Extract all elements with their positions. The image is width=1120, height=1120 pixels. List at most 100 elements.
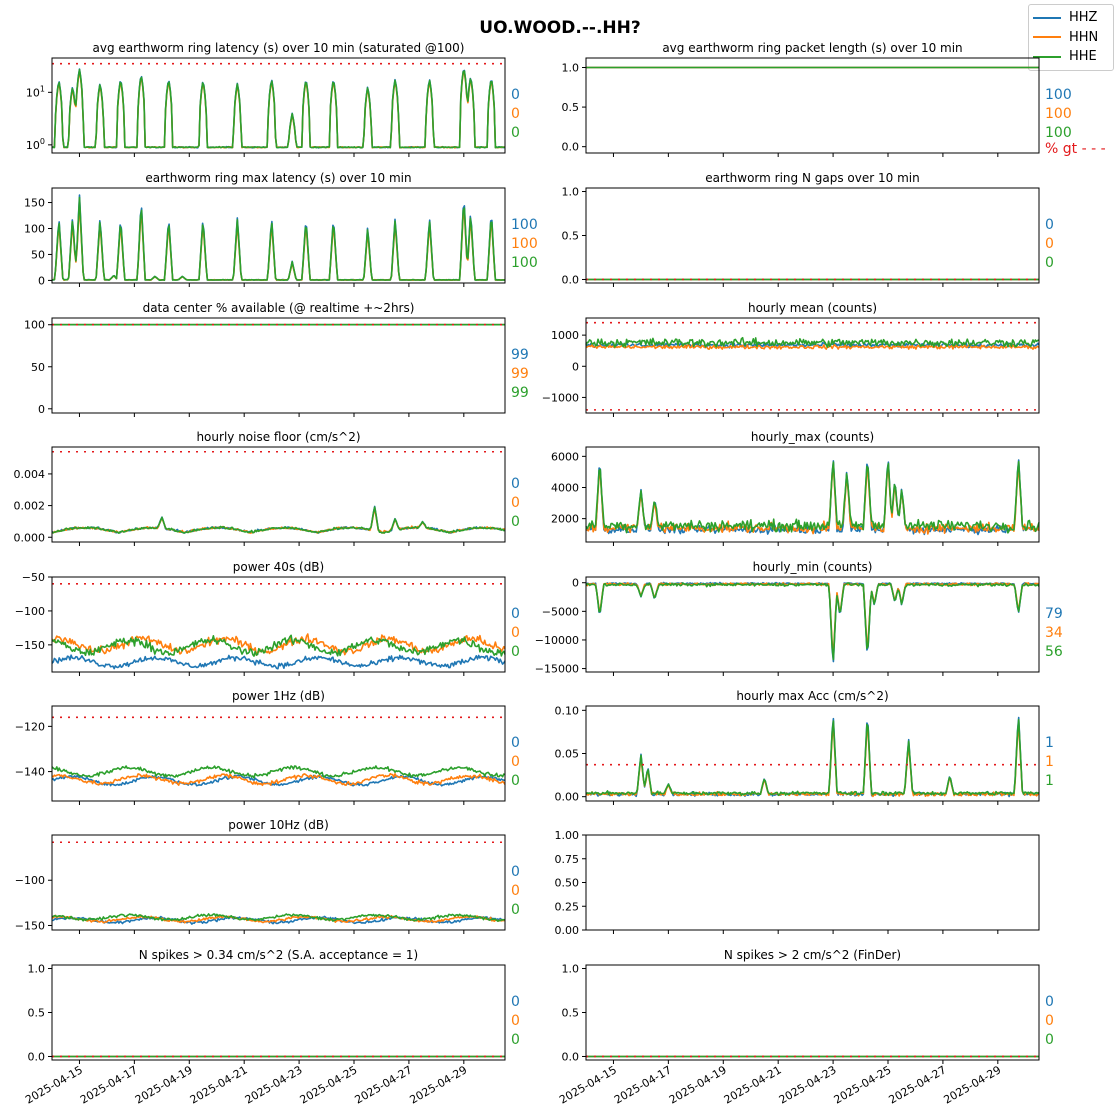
x-tick-label: 2025-04-29	[407, 1063, 469, 1106]
y-tick-label: 0	[38, 403, 45, 416]
series-line-hhe	[51, 913, 506, 922]
series-line-hhe	[51, 634, 506, 657]
panel-title: data center % available (@ realtime +~2h…	[143, 301, 415, 315]
series-line-hhe	[51, 196, 506, 281]
x-tick-label: 2025-04-21	[722, 1063, 784, 1106]
channel-percent-label: 0	[511, 735, 520, 751]
axes-frame	[51, 576, 506, 673]
channel-percent-label: 99	[511, 366, 529, 382]
panel-title: hourly mean (counts)	[748, 301, 877, 315]
channel-percent-label: 0	[511, 754, 520, 770]
channel-percent-label: 34	[1045, 625, 1063, 641]
y-tick-label: 0.05	[555, 748, 580, 761]
y-tick-label: 0.0	[562, 141, 580, 154]
axes-frame	[51, 187, 506, 284]
legend-swatch-hhn	[1033, 36, 1061, 39]
y-tick-label: 0.25	[555, 900, 580, 913]
x-tick-label: 2025-04-15	[557, 1063, 619, 1106]
panel-title: power 10Hz (dB)	[228, 818, 329, 832]
channel-percent-label: 0	[511, 514, 520, 530]
channel-percent-label: 0	[511, 476, 520, 492]
channel-percent-label: 1	[1045, 754, 1054, 770]
legend: HHZ HHN HHE	[1028, 4, 1114, 71]
y-tick-label: 100	[26, 137, 45, 152]
channel-percent-label: 100	[511, 217, 538, 233]
figure-title: UO.WOOD.--.HH?	[479, 18, 641, 38]
axes-frame	[51, 834, 506, 931]
panel-title: hourly max Acc (cm/s^2)	[736, 689, 888, 703]
channel-percent-label: 0	[511, 1013, 520, 1029]
axes-frame	[51, 705, 506, 802]
legend-label-hhz: HHZ	[1069, 10, 1098, 26]
channel-percent-label: 0	[511, 87, 520, 103]
y-tick-label: 0.5	[562, 101, 580, 114]
channel-percent-label: 0	[511, 125, 520, 141]
panel-title: hourly_max (counts)	[751, 430, 874, 444]
y-tick-label: 0.10	[555, 704, 580, 717]
series-line-hhn	[585, 465, 1040, 535]
y-tick-label: −5000	[542, 605, 579, 618]
panel-title: power 40s (dB)	[233, 560, 324, 574]
axes-frame	[585, 576, 1040, 673]
channel-percent-label: 79	[1045, 606, 1063, 622]
y-tick-label: 100	[24, 222, 45, 235]
channel-percent-label: 0	[1045, 217, 1054, 233]
y-tick-label: 0.0	[562, 273, 580, 286]
channel-percent-label: 100	[511, 255, 538, 271]
y-tick-label: −50	[22, 571, 45, 584]
axes-frame	[51, 446, 506, 543]
legend-swatch-hhe	[1033, 55, 1061, 58]
series-line-hhn	[51, 202, 506, 281]
y-tick-label: 0.75	[555, 853, 580, 866]
y-tick-label: −150	[15, 919, 45, 932]
panel-title: hourly_min (counts)	[753, 560, 873, 574]
x-tick-label: 2025-04-25	[298, 1063, 360, 1106]
panel-title: power 1Hz (dB)	[232, 689, 325, 703]
y-tick-label: −1000	[542, 391, 579, 404]
y-tick-label: 0	[572, 577, 579, 590]
channel-percent-label: 0	[1045, 1032, 1054, 1048]
channel-percent-label: 0	[511, 495, 520, 511]
panel-title: N spikes > 2 cm/s^2 (FinDer)	[724, 948, 901, 962]
series-line-hhz	[51, 68, 506, 149]
panel-title: avg earthworm ring packet length (s) ove…	[662, 41, 962, 55]
y-tick-label: −100	[15, 874, 45, 887]
y-tick-label: 150	[24, 197, 45, 210]
y-tick-label: 0	[572, 360, 579, 373]
axes-frame	[585, 187, 1040, 284]
y-tick-label: 101	[26, 84, 45, 99]
channel-percent-label: 100	[1045, 87, 1072, 103]
legend-swatch-hhz	[1033, 16, 1061, 19]
y-tick-label: −140	[15, 766, 45, 779]
y-tick-label: 50	[31, 361, 45, 374]
channel-percent-label: 99	[511, 347, 529, 363]
y-tick-label: 0.00	[555, 791, 580, 804]
x-tick-label: 2025-04-21	[188, 1063, 250, 1106]
series-line-hhe	[585, 460, 1040, 534]
y-tick-label: 0.5	[562, 230, 580, 243]
axes-frame	[585, 705, 1040, 802]
series-line-hhn	[51, 772, 506, 787]
legend-item-hhe: HHE	[1033, 47, 1109, 67]
series-line-hhe	[585, 719, 1040, 797]
channel-percent-label: 0	[511, 883, 520, 899]
y-tick-label: −120	[15, 720, 45, 733]
series-line-hhz	[585, 459, 1040, 536]
y-tick-label: 4000	[551, 481, 579, 494]
panel-title: avg earthworm ring latency (s) over 10 m…	[93, 41, 465, 55]
channel-percent-label: 100	[1045, 125, 1072, 141]
channel-percent-label: 0	[511, 606, 520, 622]
y-tick-label: 6000	[551, 450, 579, 463]
channel-percent-label: 99	[511, 385, 529, 401]
y-tick-label: 1.0	[562, 62, 580, 75]
series-line-hhe	[51, 765, 506, 779]
legend-item-hhn: HHN	[1033, 28, 1109, 48]
x-tick-label: 2025-04-19	[133, 1063, 195, 1106]
x-tick-label: 2025-04-23	[777, 1063, 839, 1106]
y-tick-label: 0.00	[555, 924, 580, 937]
axes-frame	[585, 834, 1040, 931]
series-line-hhz	[51, 654, 506, 670]
x-tick-label: 2025-04-17	[78, 1063, 140, 1106]
channel-percent-label: 0	[511, 864, 520, 880]
